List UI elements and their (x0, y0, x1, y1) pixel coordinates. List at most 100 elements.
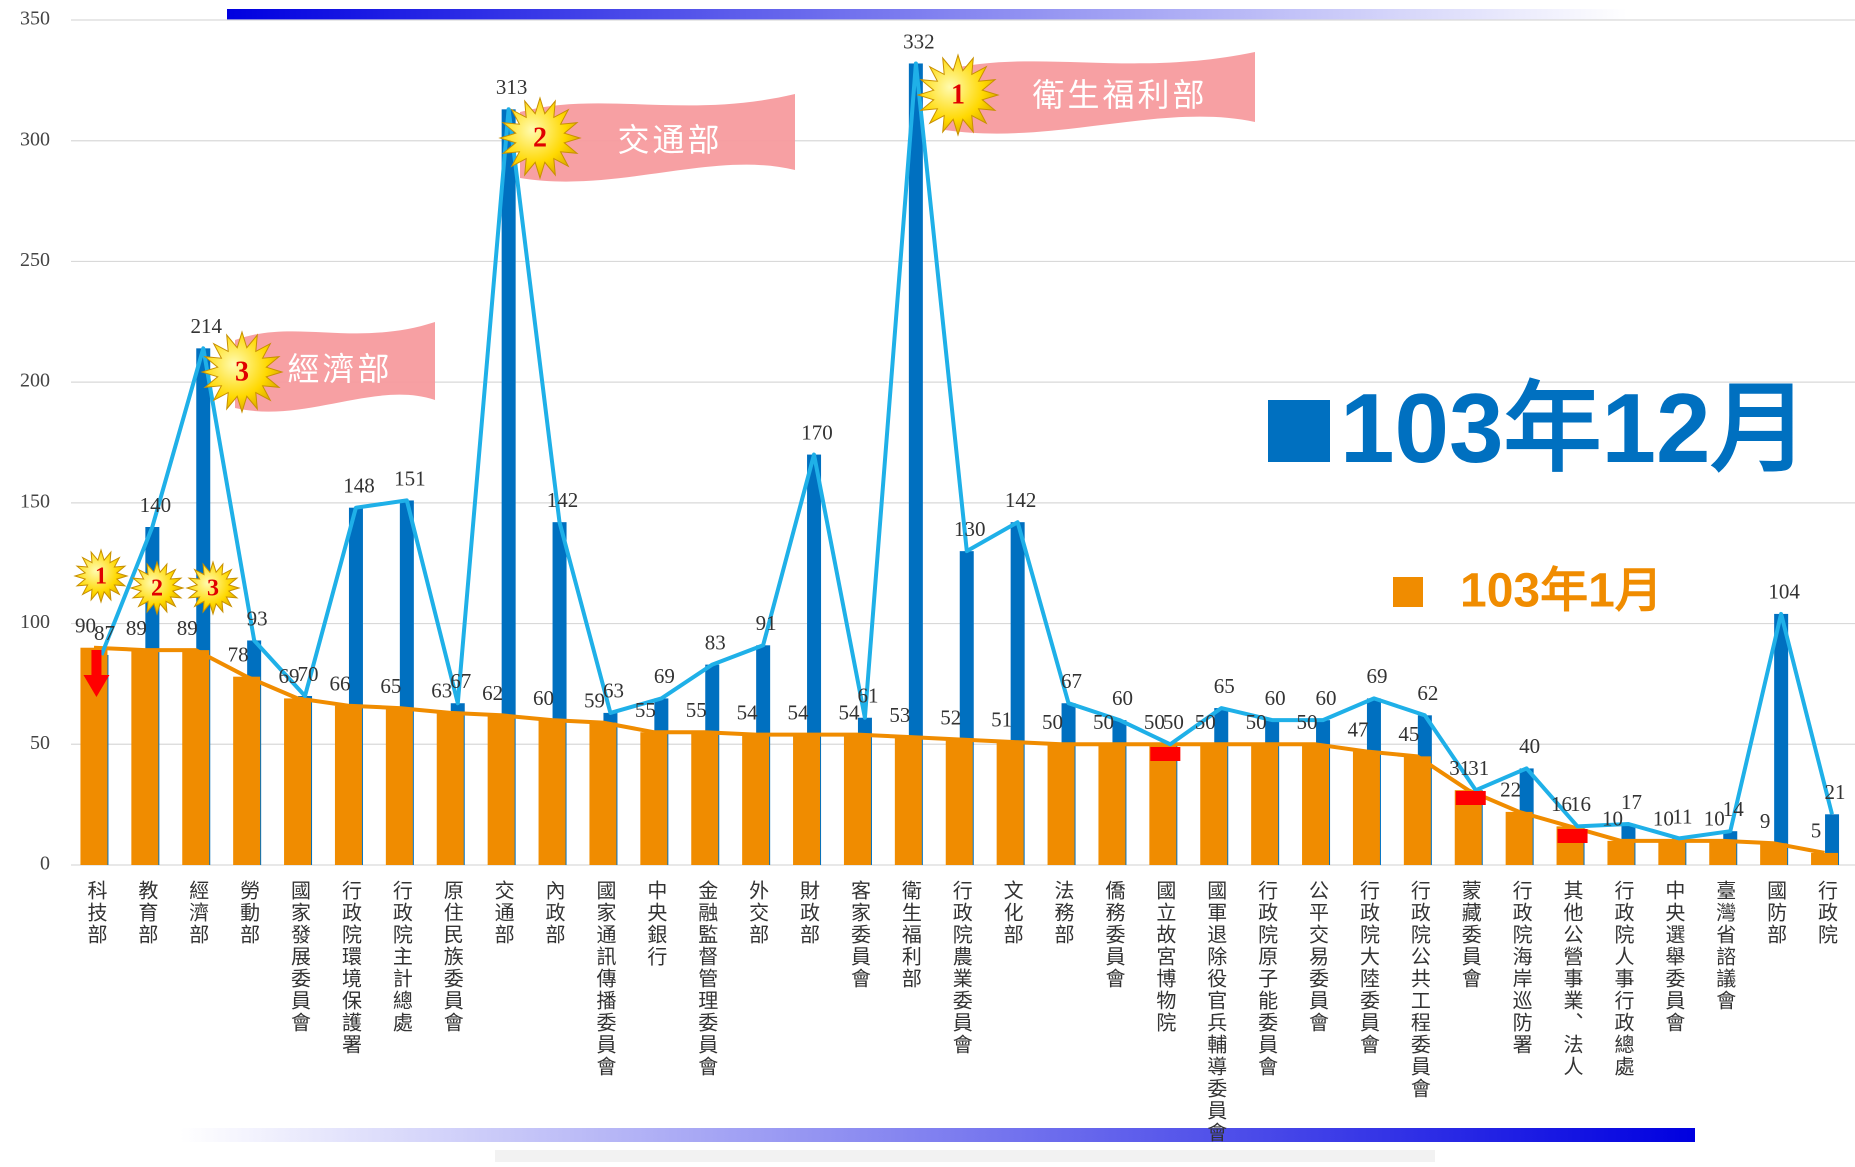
data-label: 47 (1347, 717, 1368, 741)
star-badge (129, 560, 185, 616)
data-label: 45 (1398, 722, 1419, 746)
data-label: 16 (1570, 792, 1591, 816)
x-tick-label: 行政院 (1815, 880, 1839, 946)
data-label: 60 (1316, 686, 1337, 710)
data-label: 53 (889, 703, 910, 727)
drop-marker (1557, 829, 1588, 843)
x-tick-label: 行政院主計總處 (389, 880, 413, 1034)
x-tick-label: 法務部 (1051, 880, 1075, 946)
bar (1352, 751, 1380, 865)
x-tick-label: 僑務委員會 (1102, 880, 1126, 990)
data-label: 54 (788, 700, 810, 724)
data-label: 66 (329, 671, 350, 695)
labels: 科技部 教育部 經濟部 勞動部 國家發展委員會 行政院環境保護署 行政院主計總處 原住民族委員… (75, 29, 1846, 1144)
y-tick-label: 150 (20, 490, 50, 512)
y-tick-label: 50 (30, 732, 50, 754)
star-badge (185, 560, 241, 616)
bar (996, 741, 1024, 865)
badge-number: 3 (207, 576, 219, 602)
bar (589, 722, 617, 865)
star-badge (498, 96, 582, 180)
data-label: 151 (394, 466, 426, 490)
data-label: 313 (496, 75, 528, 99)
star-badge (73, 548, 129, 604)
data-label: 14 (1723, 797, 1745, 821)
x-tick-label: 經濟部 (186, 880, 210, 946)
x-tick-label: 教育部 (135, 880, 159, 946)
data-label: 130 (954, 517, 986, 541)
x-tick-label: 其他公營事業、法人 (1560, 880, 1584, 1078)
bar (385, 708, 413, 865)
bar (131, 650, 159, 865)
x-tick-label: 勞動部 (237, 880, 261, 946)
y-tick-label: 0 (40, 853, 50, 875)
bars (80, 63, 1840, 866)
lines (93, 61, 1834, 855)
data-label: 67 (1061, 669, 1082, 693)
data-label: 9 (1760, 809, 1771, 833)
x-tick-label: 行政院農業委員會 (949, 880, 973, 1056)
data-label: 214 (191, 314, 223, 338)
badge-number: 1 (951, 79, 965, 110)
data-label: 142 (547, 488, 579, 512)
legend-label: 103年12月 (1340, 373, 1809, 483)
x-tick-label: 外交部 (746, 880, 770, 946)
x-tick-label: 行政院環境保護署 (338, 880, 362, 1056)
legend-swatch (1268, 400, 1330, 462)
data-label: 50 (1163, 710, 1184, 734)
bar (538, 720, 566, 865)
star-badge (200, 330, 284, 414)
bar (436, 712, 464, 865)
badge-number: 2 (533, 122, 547, 153)
drop-marker (1150, 747, 1181, 761)
y-tick-label: 300 (20, 128, 50, 150)
flag-label: 交通部 (617, 121, 722, 159)
x-tick-label: 國防部 (1764, 880, 1788, 946)
series-line (93, 645, 1825, 855)
data-label: 78 (228, 642, 249, 666)
x-tick-label: 客家委員會 (847, 880, 871, 990)
data-label: 63 (431, 679, 452, 703)
drop-arrow (83, 650, 110, 697)
legend-label: 103年1月 (1460, 565, 1663, 618)
x-tick-label: 臺灣省諮議會 (1713, 880, 1737, 1012)
x-tick-label: 文化部 (1000, 880, 1024, 946)
data-label: 22 (1500, 778, 1521, 802)
data-label: 89 (177, 616, 198, 640)
data-label: 61 (857, 684, 878, 708)
bar (894, 737, 922, 865)
bar (1825, 814, 1840, 865)
bar (908, 63, 923, 865)
data-label: 93 (247, 606, 268, 630)
bottom-strip (495, 1150, 1435, 1162)
x-tick-label: 財政部 (797, 880, 821, 946)
data-label: 52 (940, 705, 961, 729)
data-label: 148 (343, 473, 375, 497)
data-label: 89 (126, 616, 147, 640)
data-label: 69 (1366, 664, 1387, 688)
badge-number: 1 (95, 564, 107, 590)
data-label: 50 (1042, 710, 1063, 734)
data-label: 50 (1144, 710, 1165, 734)
x-tick-label: 國軍退除役官兵輔導委員會 (1204, 880, 1228, 1144)
x-tick-label: 蒙藏委員會 (1458, 880, 1482, 990)
legend-swatch (1393, 577, 1423, 607)
data-label: 332 (903, 29, 935, 53)
data-label: 10 (1704, 807, 1725, 831)
bar (1709, 840, 1737, 865)
x-tick-label: 行政院公共工程委員會 (1407, 880, 1431, 1100)
data-label: 54 (838, 700, 860, 724)
data-label: 91 (756, 611, 777, 635)
x-tick-label: 衛生福利部 (898, 880, 922, 990)
data-label: 10 (1653, 807, 1674, 831)
bar (691, 732, 719, 865)
series-line (99, 61, 1834, 841)
bar (1098, 744, 1126, 865)
data-label: 50 (1195, 710, 1216, 734)
bar (334, 705, 362, 865)
x-tick-label: 科技部 (84, 880, 108, 946)
data-label: 5 (1811, 819, 1822, 843)
legend: 103年12月 103年1月 (1268, 373, 1809, 618)
bar (1774, 613, 1789, 865)
